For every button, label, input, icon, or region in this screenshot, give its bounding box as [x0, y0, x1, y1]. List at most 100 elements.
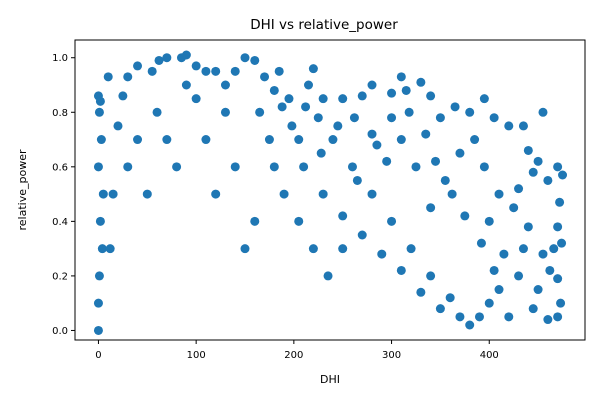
- data-point: [93, 298, 103, 308]
- data-point: [152, 107, 162, 117]
- data-point: [357, 230, 367, 240]
- data-point: [558, 170, 568, 180]
- x-tick-label: 100: [187, 350, 206, 361]
- data-point: [191, 61, 201, 71]
- data-point: [465, 107, 475, 117]
- data-point: [426, 91, 436, 101]
- data-point: [142, 189, 152, 199]
- data-point: [426, 271, 436, 281]
- data-point: [499, 249, 509, 259]
- data-point: [543, 315, 553, 325]
- y-tick-label: 0.2: [52, 271, 68, 282]
- data-point: [294, 216, 304, 226]
- data-point: [338, 244, 348, 254]
- y-axis-ticks: 0.0 0.2 0.4 0.6 0.8 1.0: [52, 53, 75, 337]
- data-point: [181, 80, 191, 90]
- data-point: [479, 94, 489, 104]
- data-point: [301, 102, 311, 112]
- data-point: [299, 162, 309, 172]
- data-point: [269, 85, 279, 95]
- data-point: [201, 66, 211, 76]
- data-point: [387, 113, 397, 123]
- data-point: [421, 129, 431, 139]
- x-tick-label: 200: [284, 350, 303, 361]
- y-tick-label: 0.4: [52, 217, 68, 228]
- data-point: [95, 96, 105, 106]
- data-point: [455, 312, 465, 322]
- data-point: [118, 91, 128, 101]
- data-point: [489, 265, 499, 275]
- data-point: [230, 162, 240, 172]
- data-point: [255, 107, 265, 117]
- data-point: [416, 287, 426, 297]
- data-point: [123, 72, 133, 82]
- data-point: [260, 72, 270, 82]
- data-point: [377, 249, 387, 259]
- data-point: [230, 66, 240, 76]
- data-point: [504, 121, 514, 131]
- plot-frame: [74, 39, 586, 341]
- data-point: [555, 197, 565, 207]
- data-point: [284, 94, 294, 104]
- data-point: [387, 216, 397, 226]
- data-point: [347, 162, 357, 172]
- data-point: [538, 107, 548, 117]
- data-point: [367, 129, 377, 139]
- y-tick-label: 0.8: [52, 108, 68, 119]
- y-tick-label: 0.6: [52, 162, 68, 173]
- data-point: [406, 244, 416, 254]
- data-point: [387, 88, 397, 98]
- data-point: [97, 244, 107, 254]
- data-point: [514, 271, 524, 281]
- data-point: [308, 244, 318, 254]
- data-point: [479, 162, 489, 172]
- data-point: [455, 148, 465, 158]
- data-point: [333, 121, 343, 131]
- data-point: [123, 162, 133, 172]
- data-point: [533, 285, 543, 295]
- data-point: [108, 189, 118, 199]
- data-point: [416, 77, 426, 87]
- data-point: [316, 148, 326, 158]
- data-point: [113, 121, 123, 131]
- data-point: [191, 94, 201, 104]
- data-point: [484, 216, 494, 226]
- data-point: [357, 91, 367, 101]
- data-point: [154, 55, 164, 65]
- x-tick-label: 0: [95, 350, 101, 361]
- data-point: [545, 265, 555, 275]
- data-point: [538, 249, 548, 259]
- data-point: [450, 102, 460, 112]
- y-axis-label: relative_power: [16, 149, 29, 230]
- chart-title: DHI vs relative_power: [250, 17, 398, 33]
- data-point: [435, 113, 445, 123]
- x-tick-label: 300: [382, 350, 401, 361]
- data-point: [220, 80, 230, 90]
- data-point: [367, 189, 377, 199]
- data-point: [93, 162, 103, 172]
- data-point: [211, 189, 221, 199]
- data-point: [105, 244, 115, 254]
- data-point: [269, 162, 279, 172]
- data-point: [318, 189, 328, 199]
- data-point: [349, 113, 359, 123]
- data-point: [440, 175, 450, 185]
- data-point: [98, 189, 108, 199]
- data-point: [250, 216, 260, 226]
- data-point: [543, 175, 553, 185]
- data-point: [445, 293, 455, 303]
- data-point: [435, 304, 445, 314]
- data-point: [352, 175, 362, 185]
- data-point: [93, 325, 103, 335]
- data-point: [528, 304, 538, 314]
- data-point: [411, 162, 421, 172]
- data-point: [476, 238, 486, 248]
- plot-area: [74, 39, 586, 341]
- data-point: [328, 135, 338, 145]
- data-point: [94, 271, 104, 281]
- y-tick-label: 0.0: [52, 326, 68, 337]
- data-point: [549, 244, 559, 254]
- data-point: [162, 53, 172, 63]
- data-point: [553, 274, 563, 284]
- data-point: [250, 55, 260, 65]
